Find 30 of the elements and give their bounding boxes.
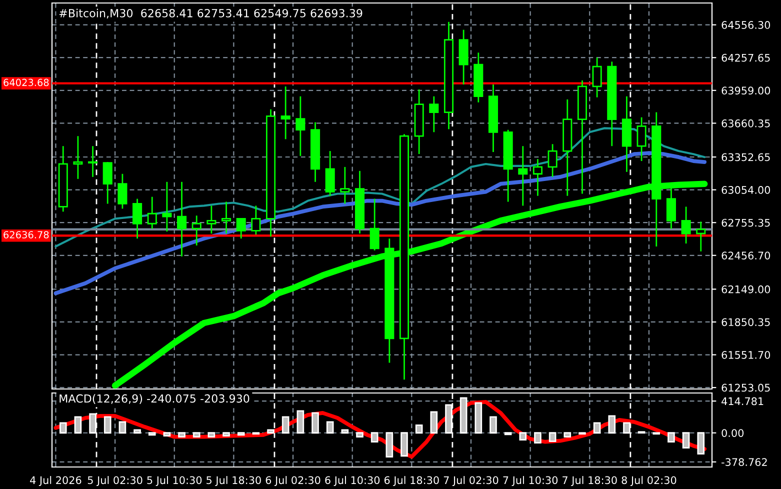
chart-title: MACD(12,26,9) -240.075 -203.930 [60, 394, 250, 404]
x-tick-label: 6 Jul 18:30 [384, 476, 439, 486]
y-tick-label: 62149.00 [722, 285, 770, 294]
y-tick-label: 414.781 [722, 397, 764, 406]
x-tick-label: 7 Jul 10:30 [503, 476, 558, 486]
y-tick-label: 63054.00 [722, 186, 770, 194]
y-tick-label: 64556.30 [722, 21, 770, 29]
x-tick-label: 6 Jul 02:30 [266, 476, 320, 486]
y-tick-label: 61850.35 [722, 318, 770, 326]
y-tick-label: 61551.70 [722, 350, 770, 359]
chart-title: #Bitcoin,M30 62658.41 62753.41 62549.75 62693.39 [59, 8, 362, 19]
y-tick-label: 61253.05 [722, 384, 770, 392]
x-tick-label: 7 Jul 18:30 [562, 476, 617, 486]
x-tick-label: 8 Jul 02:30 [622, 476, 676, 486]
x-tick-label: 5 Jul 10:30 [147, 476, 202, 486]
x-tick-label: 5 Jul 18:30 [206, 476, 261, 486]
y-tick-label: 62456.70 [722, 252, 770, 260]
x-tick-label: 7 Jul 02:30 [444, 476, 498, 486]
x-tick-label: 6 Jul 10:30 [325, 476, 380, 486]
ref-line-label: 64023.68 [4, 78, 49, 86]
ref-line-label: 62636.78 [4, 231, 49, 238]
y-tick-label: 63959.00 [722, 86, 770, 95]
y-tick-label: 0.00 [722, 429, 744, 437]
x-tick-label: 4 Jul 2026 [30, 476, 82, 486]
y-tick-label: 63352.65 [722, 153, 770, 162]
y-tick-label: 63660.35 [722, 119, 770, 128]
y-tick-label: 62755.35 [722, 218, 770, 227]
y-tick-label: -378.762 [722, 458, 767, 466]
x-tick-label: 5 Jul 02:30 [88, 476, 142, 486]
y-tick-label: 64257.65 [722, 54, 770, 62]
